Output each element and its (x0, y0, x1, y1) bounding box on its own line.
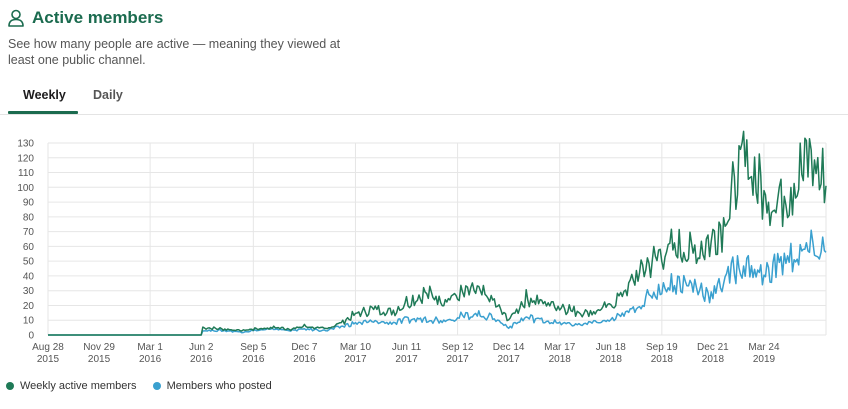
series-line-weekly-active (48, 130, 827, 336)
x-tick-label: 2017 (344, 354, 367, 365)
active-tab-indicator (8, 111, 78, 114)
x-tick-label: Dec 21 (697, 342, 729, 353)
x-tick-label: 2017 (498, 354, 521, 365)
tab-weekly[interactable]: Weekly (23, 88, 66, 102)
x-tick-label: Dec 7 (291, 342, 318, 353)
x-tick-label: 2015 (37, 354, 60, 365)
x-tick-label: 2016 (139, 354, 162, 365)
x-tick-label: 2018 (549, 354, 572, 365)
chart-legend: Weekly active members Members who posted (6, 380, 288, 392)
x-tick-label: Aug 28 (32, 342, 64, 353)
x-tick-label: 2017 (446, 354, 469, 365)
x-tick-label: Sep 5 (240, 342, 267, 353)
x-tick-label: Mar 1 (137, 342, 163, 353)
page-description: See how many people are active — meaning… (8, 37, 341, 67)
y-tick-label: 100 (17, 183, 34, 194)
page-header: Active members (8, 8, 163, 28)
legend-dot-posted (152, 382, 161, 390)
x-tick-label: Mar 24 (748, 342, 780, 353)
x-tick-label: Jun 2 (189, 342, 214, 353)
y-tick-label: 60 (23, 242, 35, 253)
x-tick-label: 2018 (702, 354, 725, 365)
y-tick-label: 50 (23, 257, 35, 268)
y-tick-label: 0 (28, 331, 34, 342)
x-tick-label: Mar 17 (544, 342, 576, 353)
page-title: Active members (32, 8, 164, 27)
x-tick-label: 2018 (600, 354, 623, 365)
x-tick-label: 2016 (242, 354, 265, 365)
x-tick-label: 2016 (293, 354, 316, 365)
x-tick-label: Dec 14 (493, 342, 525, 353)
x-tick-label: Sep 12 (442, 342, 474, 353)
x-tick-label: 2017 (395, 354, 418, 365)
y-tick-label: 110 (18, 168, 34, 179)
legend-item-weekly[interactable]: Weekly active members (6, 380, 137, 392)
y-tick-label: 90 (23, 198, 35, 209)
y-tick-label: 30 (23, 286, 35, 297)
x-tick-label: Nov 29 (83, 342, 115, 353)
x-tick-label: 2015 (88, 354, 111, 365)
legend-item-posted[interactable]: Members who posted (152, 380, 272, 392)
x-tick-label: Sep 19 (646, 342, 678, 353)
legend-dot-weekly (6, 382, 14, 390)
y-tick-label: 120 (17, 153, 34, 164)
y-tick-label: 130 (17, 139, 34, 150)
x-tick-label: Jun 18 (596, 342, 626, 353)
y-tick-label: 70 (23, 227, 35, 238)
y-tick-label: 40 (23, 271, 35, 282)
legend-label-weekly: Weekly active members (20, 380, 137, 392)
user-icon (8, 9, 24, 27)
y-tick-label: 80 (23, 212, 35, 223)
x-tick-label: Jun 11 (392, 342, 422, 353)
x-tick-label: 2016 (190, 354, 213, 365)
tab-bar: Weekly Daily (0, 76, 848, 115)
y-tick-label: 10 (23, 316, 35, 327)
x-tick-label: 2019 (753, 354, 776, 365)
legend-label-posted: Members who posted (166, 380, 272, 392)
x-tick-label: Mar 10 (340, 342, 372, 353)
x-tick-label: 2018 (651, 354, 674, 365)
y-tick-label: 20 (23, 301, 35, 312)
tab-daily[interactable]: Daily (93, 88, 123, 102)
